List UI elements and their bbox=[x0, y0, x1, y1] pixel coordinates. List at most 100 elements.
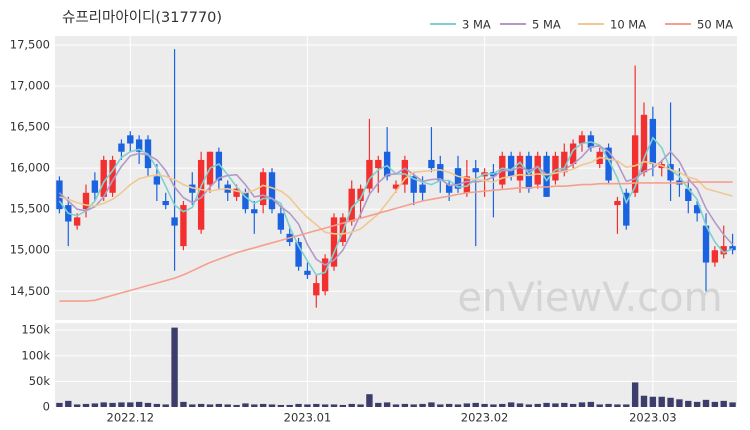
volume-bar bbox=[729, 402, 736, 407]
candle-body bbox=[330, 217, 338, 267]
volume-bar bbox=[667, 397, 674, 407]
candle-body bbox=[437, 164, 444, 181]
candle-body bbox=[127, 135, 134, 144]
volume-bar bbox=[552, 403, 559, 407]
volume-bar bbox=[410, 404, 417, 407]
volume-bar bbox=[321, 404, 329, 407]
legend-label: 5 MA bbox=[532, 18, 561, 32]
volume-bar bbox=[56, 402, 63, 407]
candle-body bbox=[685, 188, 692, 201]
x-tick-label: 2022.12 bbox=[107, 411, 155, 425]
volume-bar bbox=[295, 403, 302, 407]
volume-bar bbox=[348, 403, 355, 407]
volume-bar bbox=[180, 401, 187, 407]
candle-body bbox=[445, 184, 453, 193]
ma-line bbox=[59, 181, 733, 302]
candle-body bbox=[428, 159, 435, 169]
volume-bar bbox=[525, 404, 533, 407]
volume-bar bbox=[286, 404, 293, 407]
x-tick-label: 2023.02 bbox=[461, 411, 509, 425]
y-tick-label: 50k bbox=[29, 374, 51, 388]
volume-bar bbox=[330, 404, 338, 407]
candle-body bbox=[392, 184, 400, 189]
candle-body bbox=[233, 188, 240, 197]
candle-body bbox=[91, 180, 99, 193]
candle-body bbox=[348, 188, 355, 222]
volume-bar bbox=[259, 403, 267, 407]
candle-body bbox=[507, 155, 515, 177]
volume-bar bbox=[135, 401, 143, 407]
volume-bar bbox=[313, 403, 320, 407]
volume-bar bbox=[428, 402, 435, 407]
volume-bar bbox=[693, 401, 701, 407]
volume-bar bbox=[711, 401, 719, 407]
candle-body bbox=[401, 159, 409, 185]
volume-bar bbox=[100, 402, 107, 407]
volume-bar bbox=[109, 402, 116, 407]
candle-body bbox=[543, 155, 550, 197]
volume-bar bbox=[587, 401, 595, 407]
volume-bar bbox=[206, 404, 214, 407]
candle-body bbox=[667, 164, 674, 181]
candle-body bbox=[525, 155, 533, 189]
volume-bar bbox=[162, 404, 169, 407]
volume-bar bbox=[153, 403, 161, 407]
volume-bar bbox=[268, 404, 276, 407]
volume-bar bbox=[65, 400, 72, 407]
candle-body bbox=[357, 188, 364, 201]
volume-bar bbox=[233, 404, 240, 407]
plot-background bbox=[55, 323, 737, 407]
candle-body bbox=[693, 205, 701, 214]
volume-bar bbox=[215, 403, 223, 407]
y-tick-label: 16,000 bbox=[10, 161, 50, 175]
candle-body bbox=[383, 151, 391, 177]
volume-bar bbox=[623, 404, 630, 407]
candle-body bbox=[419, 184, 426, 193]
y-tick-label: 15,500 bbox=[10, 202, 50, 216]
volume-bar bbox=[543, 402, 550, 407]
volume-bar bbox=[445, 403, 453, 407]
candle-body bbox=[561, 151, 568, 173]
candle-body bbox=[410, 176, 417, 193]
candle-body bbox=[100, 159, 107, 197]
volume-bar bbox=[596, 404, 603, 407]
chart-title: 슈프리마아이디(317770) bbox=[62, 9, 222, 26]
candle-body bbox=[197, 159, 205, 230]
volume-bar bbox=[91, 403, 99, 407]
volume-bar bbox=[73, 404, 81, 407]
volume-bar bbox=[649, 396, 657, 407]
legend-label: 3 MA bbox=[462, 18, 491, 32]
volume-bar bbox=[189, 404, 196, 407]
candle-body bbox=[215, 151, 223, 181]
candle-body bbox=[162, 200, 169, 206]
volume-bar bbox=[454, 404, 462, 407]
candle-body bbox=[295, 242, 302, 267]
candle-body bbox=[321, 258, 329, 292]
volume-bar bbox=[357, 404, 364, 407]
volume-bar bbox=[534, 403, 541, 407]
legend-label: 10 MA bbox=[610, 18, 646, 32]
volume-bar bbox=[144, 402, 152, 407]
volume-bar bbox=[658, 396, 665, 407]
candle-body bbox=[534, 155, 541, 185]
watermark: enViewV.com bbox=[457, 275, 722, 321]
candle-body bbox=[135, 139, 143, 152]
volume-bar bbox=[507, 402, 515, 407]
volume-bar bbox=[118, 402, 125, 407]
candle-body bbox=[56, 180, 63, 210]
candle-body bbox=[552, 155, 559, 181]
candle-body bbox=[375, 159, 382, 169]
y-tick-label: 15,000 bbox=[10, 243, 50, 257]
candle-body bbox=[189, 184, 196, 193]
candle-body bbox=[242, 192, 249, 210]
volume-bar bbox=[463, 403, 471, 407]
volume-bar bbox=[437, 404, 444, 407]
x-tick-label: 2023.01 bbox=[284, 411, 332, 425]
volume-bar bbox=[472, 402, 479, 407]
y-tick-label: 0 bbox=[43, 400, 50, 414]
candle-body bbox=[118, 143, 125, 152]
candle-body bbox=[251, 209, 258, 214]
volume-bar bbox=[251, 404, 258, 407]
